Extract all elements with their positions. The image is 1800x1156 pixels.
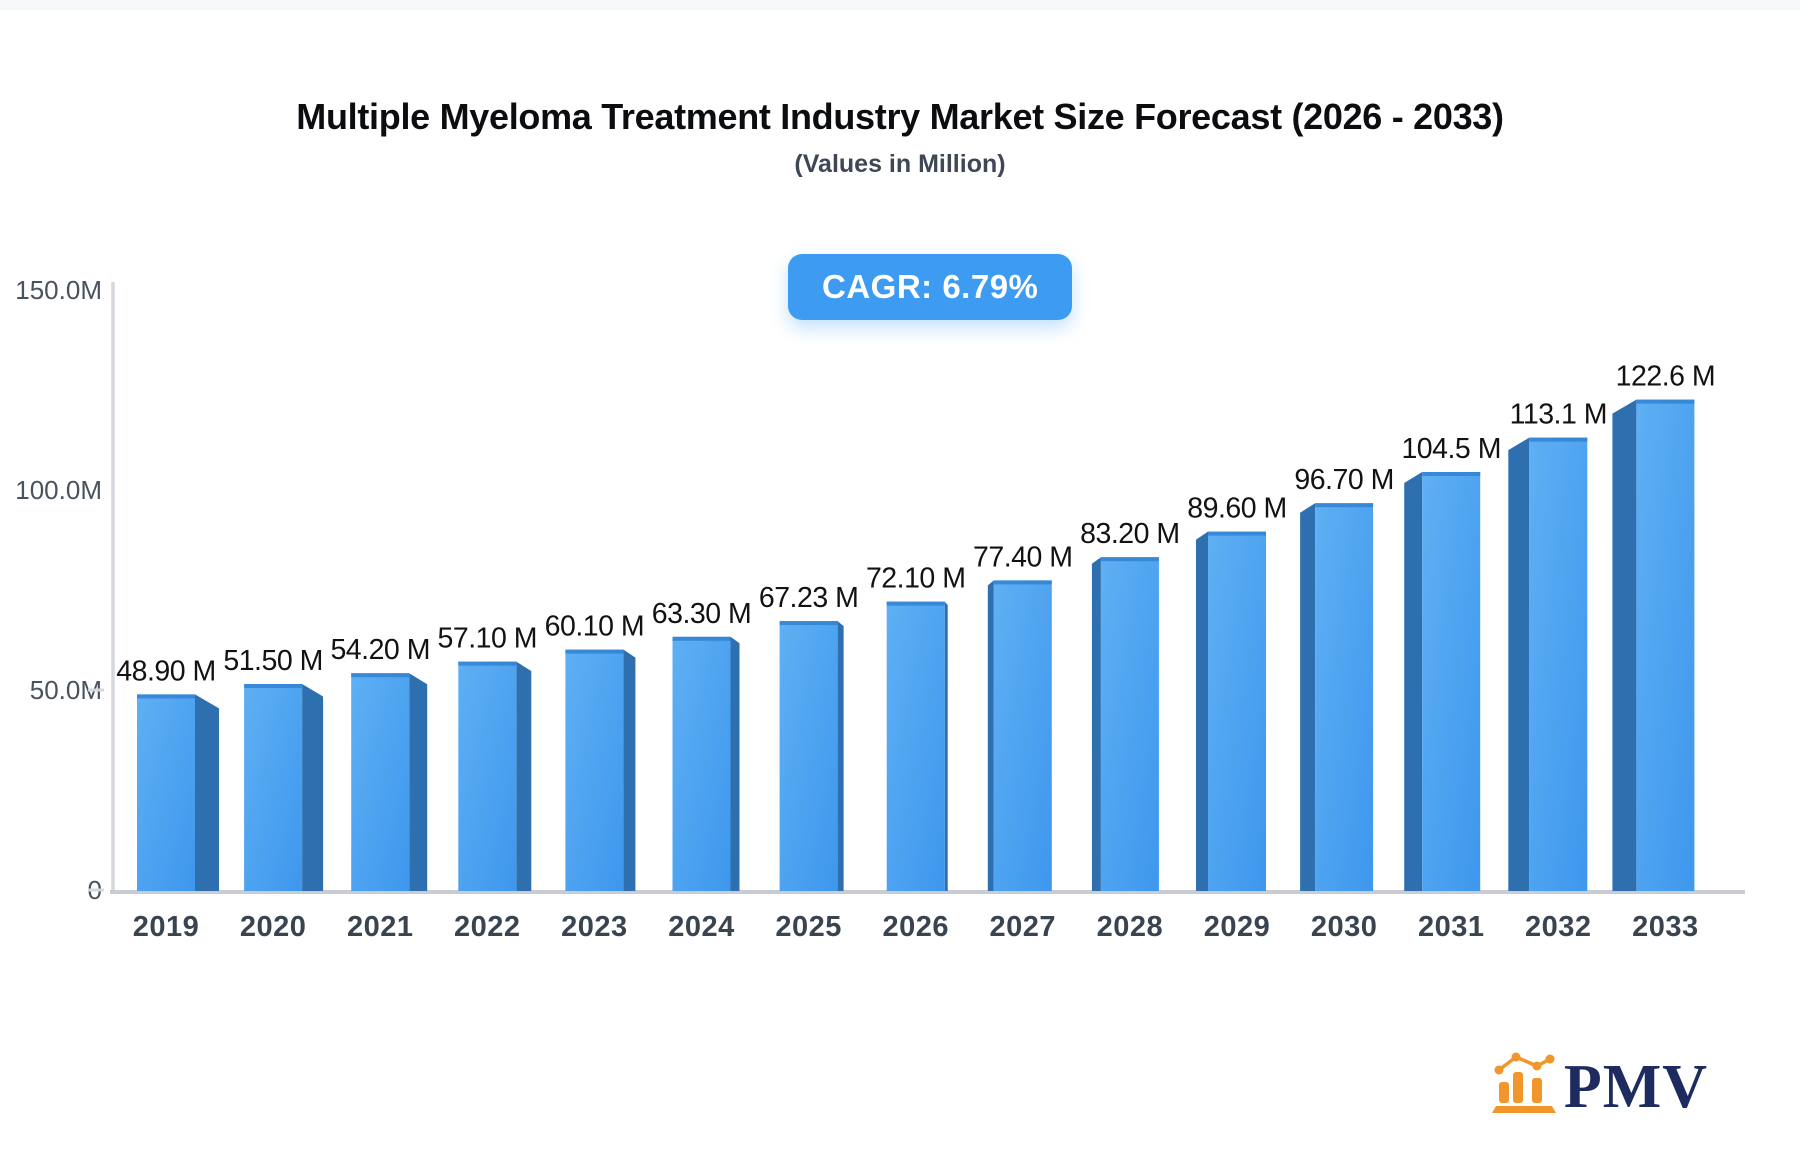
value-label-2021: 54.20 M <box>330 634 429 666</box>
bar-side-2026 <box>944 601 948 891</box>
bar-top-edge-2024 <box>672 636 731 641</box>
bar-top-edge-2019 <box>137 694 195 699</box>
bar-2020 <box>244 684 303 891</box>
bar-top-edge-2021 <box>351 673 410 678</box>
y-tick-label: 100.0M <box>15 475 102 505</box>
bar-2028 <box>1100 557 1159 891</box>
value-label-2032: 113.1 M <box>1510 399 1607 431</box>
bar-side-2028 <box>1091 557 1101 891</box>
bar-2029 <box>1208 531 1266 891</box>
x-tick-label-2032: 2032 <box>1525 911 1592 943</box>
x-tick-label-2025: 2025 <box>775 911 842 943</box>
x-tick-label-2030: 2030 <box>1311 911 1378 943</box>
bar-2031 <box>1422 472 1481 891</box>
bar-2024 <box>672 636 731 891</box>
bar-top-edge-2025 <box>779 621 838 626</box>
cagr-badge: CAGR: 6.79% <box>788 254 1073 320</box>
page-top-strip <box>0 0 1800 10</box>
x-tick-label-2022: 2022 <box>454 911 521 943</box>
value-label-2033: 122.6 M <box>1616 361 1715 393</box>
bar-side-2023 <box>623 649 636 891</box>
bar-side-2032 <box>1508 437 1530 891</box>
y-tick-label: 150.0M <box>15 275 102 305</box>
bar-2019 <box>137 694 195 891</box>
value-label-2026: 72.10 M <box>866 563 965 595</box>
bar-side-2021 <box>409 673 428 891</box>
x-tick-label-2027: 2027 <box>990 911 1057 943</box>
bar-top-edge-2020 <box>244 684 303 688</box>
bar-top-edge-2033 <box>1636 399 1695 404</box>
value-label-2023: 60.10 M <box>545 611 644 643</box>
bar-side-2019 <box>195 694 219 891</box>
bar-side-2025 <box>837 621 844 891</box>
pmv-logo: PMV <box>1491 1050 1708 1122</box>
bar-top-edge-2030 <box>1315 503 1374 508</box>
x-tick-label-2026: 2026 <box>882 911 949 943</box>
bar-side-2031 <box>1404 472 1423 891</box>
bar-side-2033 <box>1612 399 1637 891</box>
bar-2030 <box>1315 503 1374 891</box>
bar-2025 <box>779 621 838 891</box>
value-label-2025: 67.23 M <box>759 582 858 614</box>
bar-2023 <box>565 649 624 891</box>
bar-side-2027 <box>987 580 994 891</box>
value-label-2030: 96.70 M <box>1294 464 1393 496</box>
bar-top-edge-2028 <box>1100 557 1159 562</box>
x-tick-label-2028: 2028 <box>1097 911 1164 943</box>
bar-2021 <box>351 673 410 891</box>
bar-top-edge-2029 <box>1208 531 1266 536</box>
x-tick-label-2020: 2020 <box>240 911 307 943</box>
value-label-2028: 83.20 M <box>1080 518 1179 550</box>
x-tick-label-2031: 2031 <box>1418 911 1485 943</box>
pmv-logo-text: PMV <box>1563 1053 1708 1122</box>
x-tick-label-2024: 2024 <box>668 911 735 943</box>
bar-top-edge-2027 <box>993 580 1052 585</box>
bar-2026 <box>886 601 945 891</box>
pmv-logo-icon <box>1491 1052 1556 1113</box>
bar-2032 <box>1529 437 1588 891</box>
x-tick-label-2021: 2021 <box>347 911 414 943</box>
bar-top-edge-2032 <box>1529 437 1588 442</box>
value-label-2020: 51.50 M <box>223 645 322 677</box>
bar-2022 <box>458 661 517 891</box>
bar-side-2029 <box>1196 531 1208 891</box>
bar-top-edge-2022 <box>458 661 517 666</box>
bar-top-edge-2026 <box>886 601 945 606</box>
bar-2027 <box>993 580 1052 891</box>
bar-side-2020 <box>302 684 324 891</box>
value-label-2024: 63.30 M <box>652 598 751 630</box>
value-label-2022: 57.10 M <box>438 623 537 655</box>
bar-side-2024 <box>730 636 740 891</box>
bar-side-2022 <box>516 661 532 891</box>
x-tick-label-2033: 2033 <box>1632 911 1699 943</box>
chart-title: Multiple Myeloma Treatment Industry Mark… <box>296 96 1504 137</box>
bar-2033 <box>1636 399 1695 891</box>
x-tick-label-2023: 2023 <box>561 911 628 943</box>
bar-side-2030 <box>1300 503 1316 891</box>
x-tick-label-2019: 2019 <box>133 911 200 943</box>
bar-top-edge-2031 <box>1422 472 1481 476</box>
chart-subtitle: (Values in Million) <box>794 150 1006 178</box>
x-tick-label-2029: 2029 <box>1204 911 1271 943</box>
value-label-2031: 104.5 M <box>1401 433 1500 465</box>
value-label-2029: 89.60 M <box>1187 493 1286 525</box>
value-label-2019: 48.90 M <box>116 655 215 687</box>
value-label-2027: 77.40 M <box>973 541 1072 573</box>
bar-chart: 150.0M 100.0M 50.0M 0 48.90 M 2019 51.50 M 2020… <box>0 230 1800 950</box>
bar-top-edge-2023 <box>565 649 624 654</box>
